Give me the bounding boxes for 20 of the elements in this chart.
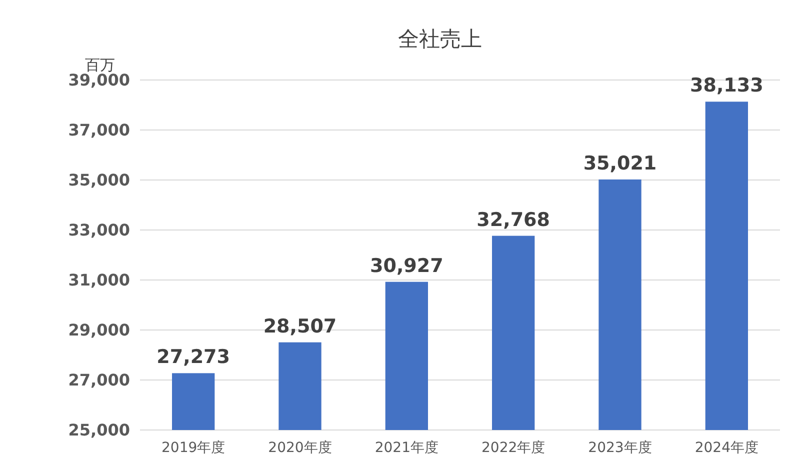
x-tick-label: 2022年度 [482, 440, 546, 456]
chart-title: 全社売上 [398, 27, 482, 51]
y-tick-label: 25,000 [68, 420, 130, 440]
data-label: 38,133 [690, 74, 764, 97]
x-tick-label: 2021年度 [374, 440, 438, 456]
data-label: 30,927 [370, 254, 444, 277]
y-tick-label: 31,000 [68, 270, 130, 290]
x-tick-label: 2023年度 [588, 440, 652, 456]
x-tick-label: 2024年度 [694, 440, 758, 456]
data-label: 32,768 [476, 208, 550, 231]
y-tick-label: 29,000 [68, 320, 130, 340]
y-tick-label: 37,000 [68, 120, 130, 140]
y-tick-label: 35,000 [68, 170, 130, 190]
y-tick-label: 27,000 [68, 370, 130, 390]
data-label: 27,273 [156, 346, 230, 368]
x-tick-label: 2019年度 [162, 440, 226, 456]
data-label: 28,507 [263, 315, 337, 338]
x-tick-label: 2020年度 [268, 440, 332, 456]
data-label: 35,021 [583, 152, 657, 174]
y-tick-label: 33,000 [68, 220, 130, 240]
